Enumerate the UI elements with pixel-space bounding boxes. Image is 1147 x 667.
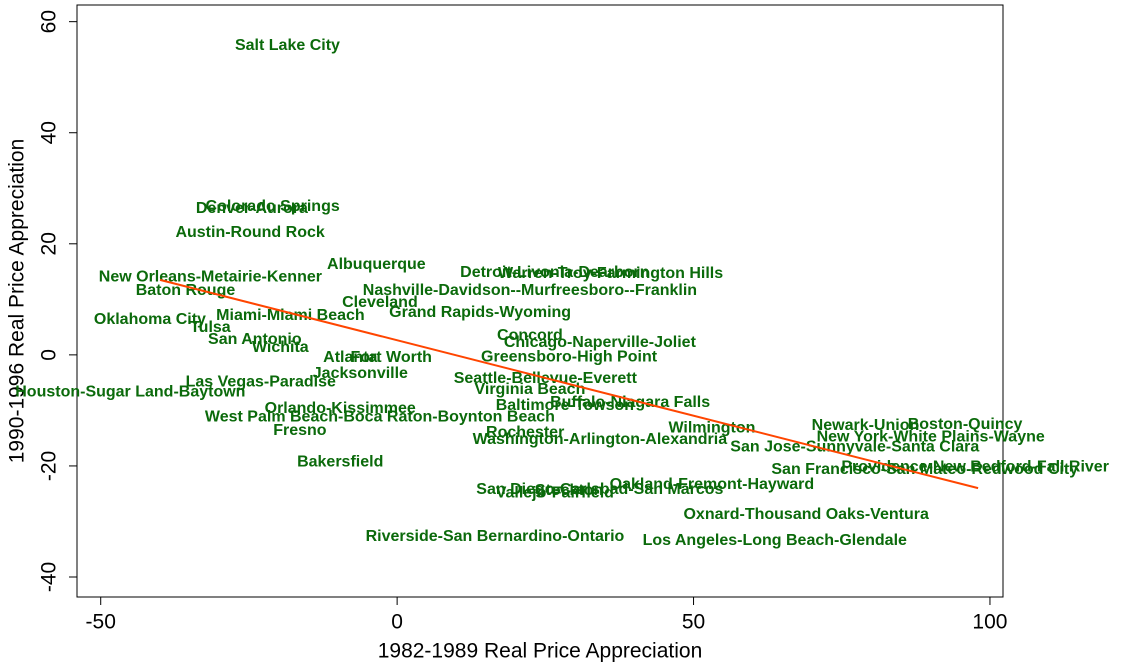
y-tick-label: 20 xyxy=(38,232,61,255)
point-label: San Diego-Carlsbad-San Marcos xyxy=(476,481,723,498)
fit-line xyxy=(159,278,979,490)
point-label: Baltimore-Towson xyxy=(496,397,634,414)
point-label: Virginia Beach xyxy=(474,381,585,398)
y-tick-label: 60 xyxy=(38,10,61,33)
point-label: Rochester xyxy=(486,424,564,441)
point-label: Fort Worth xyxy=(350,349,431,366)
x-tick-label: 50 xyxy=(682,611,705,634)
point-label: Los Angeles-Long Beach-Glendale xyxy=(643,532,907,549)
point-label: Detroit-Livonia-Dearborn xyxy=(460,264,649,281)
point-label: Jacksonville xyxy=(313,365,408,382)
point-label: Providence-New Bedford-Fall River xyxy=(841,458,1109,475)
point-label: Tulsa xyxy=(190,319,231,336)
point-label: San Jose-Sunnyvale-Santa Clara xyxy=(730,438,979,455)
point-label: Orlando-Kissimmee xyxy=(265,400,416,417)
x-tick-label: 100 xyxy=(972,611,1007,634)
plot-frame xyxy=(76,4,1004,598)
point-label: San Francisco-San Mateo-Redwood City xyxy=(771,461,1078,478)
point-label: Bakersfield xyxy=(297,453,383,470)
point-label: Wichita xyxy=(252,339,309,356)
point-label: Fresno xyxy=(273,422,327,439)
point-label: Baton Rouge xyxy=(136,282,236,299)
point-label: Miami-Miami Beach xyxy=(216,307,364,324)
point-label: Greensboro-High Point xyxy=(481,348,658,365)
point-label: Las Vegas-Paradise xyxy=(186,373,336,390)
point-label: Washington-Arlington-Alexandria xyxy=(473,431,728,448)
point-label: Denver-Aurora xyxy=(196,200,308,217)
point-label: Nashville-Davidson--Murfreesboro--Frankl… xyxy=(363,282,697,299)
point-label: Albuquerque xyxy=(327,256,426,273)
y-tick-label: -40 xyxy=(38,562,61,592)
point-label: Oakland-Fremont-Hayward xyxy=(610,476,814,493)
point-label: Salt Lake City xyxy=(235,37,340,54)
point-label: Colorado Springs xyxy=(206,198,340,215)
point-label: West Palm Beach-Boca Raton-Boynton Beach xyxy=(205,408,555,425)
x-tick-label: -50 xyxy=(86,611,116,634)
point-label: Chicago-Naperville-Joliet xyxy=(504,334,697,351)
point-label: Riverside-San Bernardino-Ontario xyxy=(366,528,625,545)
point-label: Boston-Quincy xyxy=(908,416,1023,433)
point-label: Buffalo-Niagara Falls xyxy=(550,394,710,411)
point-label: Wilmington xyxy=(668,419,755,436)
point-label: Houston-Sugar Land-Baytown xyxy=(15,383,245,400)
x-tick-label: 0 xyxy=(391,611,403,634)
x-axis-label: 1982-1989 Real Price Appreciation xyxy=(378,640,703,663)
y-tick-label: 0 xyxy=(38,349,61,361)
point-label: Grand Rapids-Wyoming xyxy=(389,304,571,321)
point-label: San Antonio xyxy=(208,331,302,348)
y-axis-label: 1990-1996 Real Price Appreciation xyxy=(6,139,29,464)
point-label: Stockton xyxy=(535,482,603,499)
point-label: Vallejo-Fairfield xyxy=(496,484,614,501)
y-tick-label: -20 xyxy=(38,451,61,481)
point-label: Newark-Union xyxy=(812,417,920,434)
point-label: Warren-Troy-Farmington Hills xyxy=(498,265,723,282)
point-label: Oxnard-Thousand Oaks-Ventura xyxy=(683,506,928,523)
point-label: Atlanta xyxy=(323,349,377,366)
point-label: New Orleans-Metairie-Kenner xyxy=(99,268,322,285)
point-label: Cleveland xyxy=(342,294,418,311)
point-label: Austin-Round Rock xyxy=(175,224,324,241)
point-label: Oklahoma City xyxy=(94,311,206,328)
point-label: New York-White Plains-Wayne xyxy=(817,428,1045,445)
point-label: Concord xyxy=(497,327,563,344)
y-tick-label: 40 xyxy=(38,121,61,144)
